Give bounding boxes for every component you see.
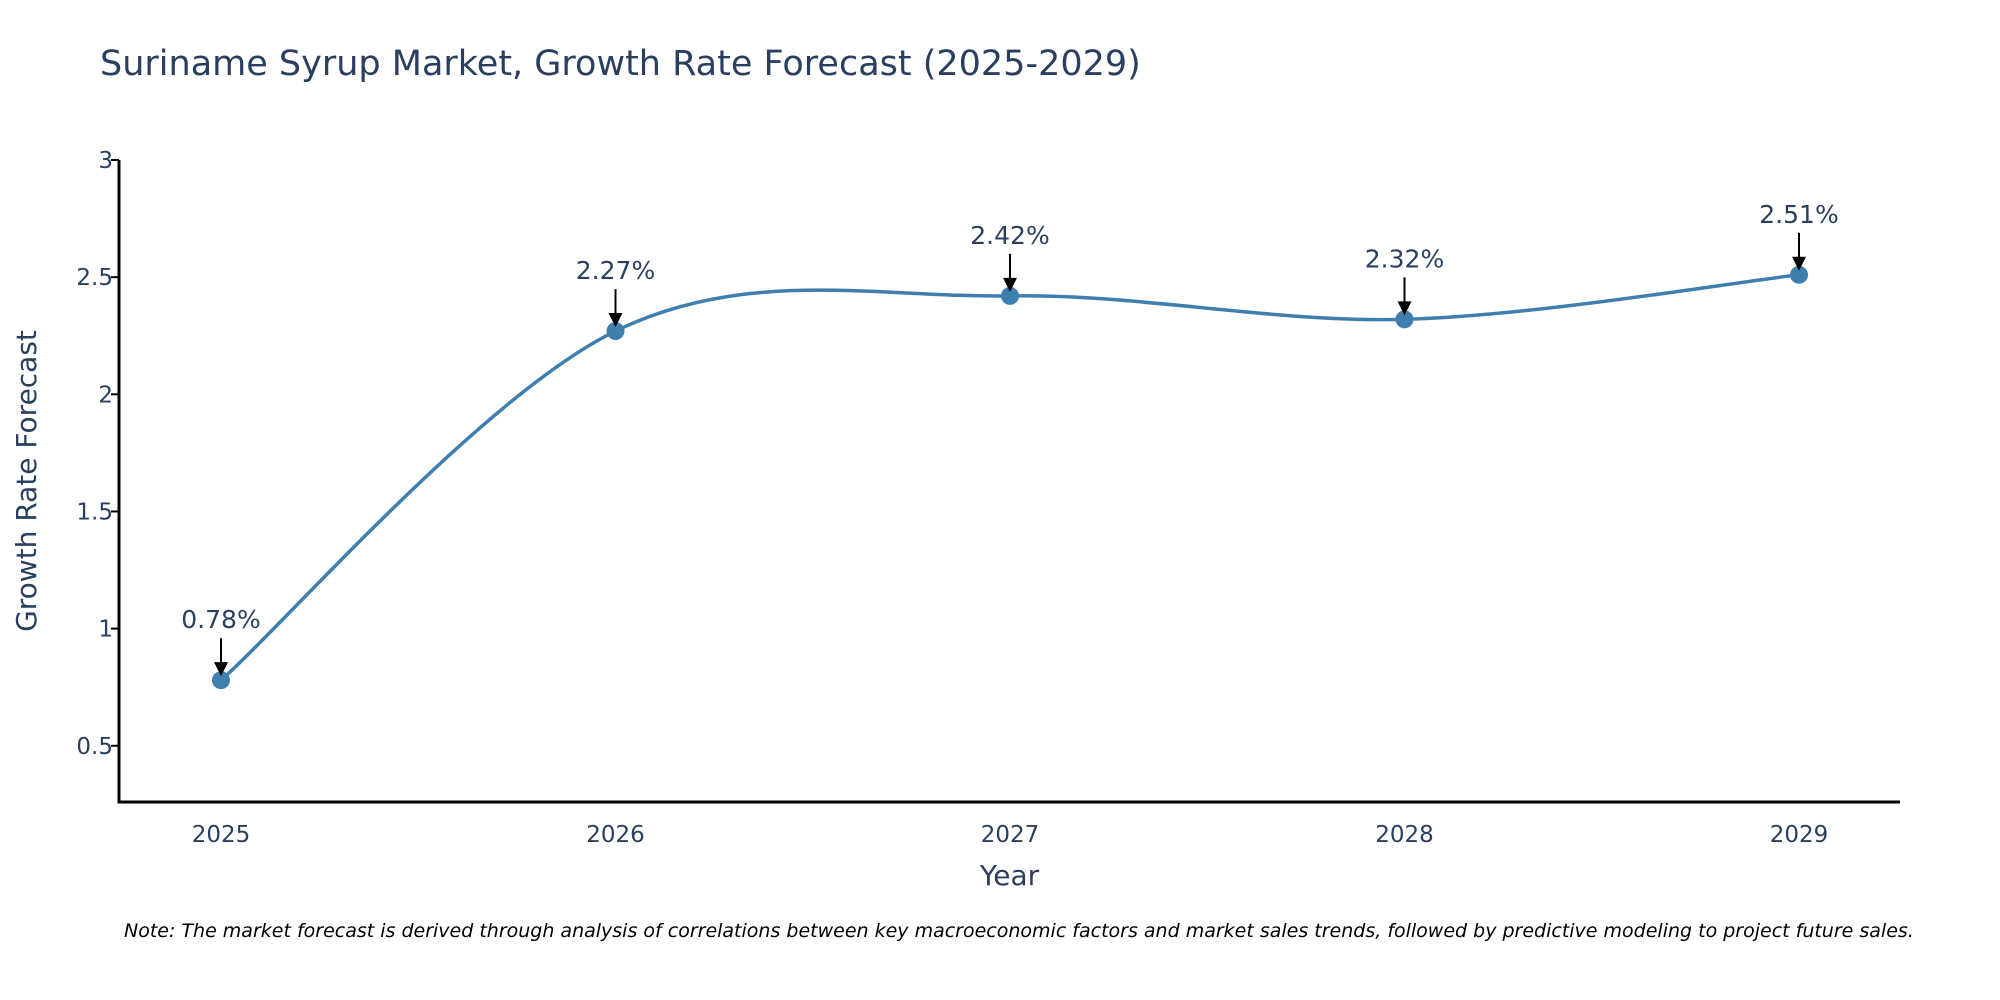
axes xyxy=(117,160,1900,804)
data-annotation: 2.32% xyxy=(1365,244,1444,316)
data-point-marker xyxy=(1395,310,1414,329)
data-point-marker xyxy=(1001,286,1019,305)
data-label: 2.51% xyxy=(1759,200,1838,229)
data-label: 2.42% xyxy=(970,221,1049,250)
y-tick-label: 2.5 xyxy=(76,265,113,291)
annotation-arrow-head xyxy=(1003,277,1017,292)
data-annotation: 0.78% xyxy=(181,605,261,677)
y-axis-ticks: 0.5 1 1.5 2 2.5 3 xyxy=(76,148,119,760)
annotation-arrow-head xyxy=(1397,301,1412,316)
y-axis-title: Growth Rate Forecast xyxy=(10,330,43,632)
x-tick-label: 2025 xyxy=(192,822,251,848)
data-label: 0.78% xyxy=(181,605,260,634)
y-tick-label: 3 xyxy=(98,148,113,174)
x-tick-label: 2027 xyxy=(981,822,1040,848)
x-axis-title: Year xyxy=(979,859,1040,892)
series-markers xyxy=(212,265,1808,690)
data-annotation: 2.42% xyxy=(970,221,1050,292)
data-point-marker xyxy=(212,671,230,690)
data-annotation: 2.27% xyxy=(576,256,655,328)
annotation-arrow-head xyxy=(608,313,623,328)
data-annotation: 2.51% xyxy=(1759,200,1839,271)
y-tick-label: 1 xyxy=(98,617,113,643)
x-tick-label: 2029 xyxy=(1770,822,1829,848)
data-label: 2.32% xyxy=(1365,244,1444,273)
chart-note: Note: The market forecast is derived thr… xyxy=(124,920,1914,942)
x-tick-label: 2026 xyxy=(586,822,645,848)
annotation-arrow-head xyxy=(214,662,228,677)
annotation-arrow-head xyxy=(1792,256,1806,271)
data-point-marker xyxy=(606,322,625,341)
data-point-marker xyxy=(1790,265,1808,284)
y-tick-label: 2 xyxy=(98,382,113,408)
y-tick-label: 0.5 xyxy=(76,734,113,760)
data-label: 2.27% xyxy=(576,256,655,285)
data-annotations: 0.78% 2.27% 2.42% 2.32% 2.51% xyxy=(181,200,1839,677)
x-tick-label: 2028 xyxy=(1375,822,1434,848)
chart-title: Suriname Syrup Market, Growth Rate Forec… xyxy=(100,44,1141,84)
y-tick-label: 1.5 xyxy=(76,499,113,525)
series-line xyxy=(219,273,1800,682)
x-axis-ticks: 2025 2026 2027 2028 2029 xyxy=(192,822,1829,848)
